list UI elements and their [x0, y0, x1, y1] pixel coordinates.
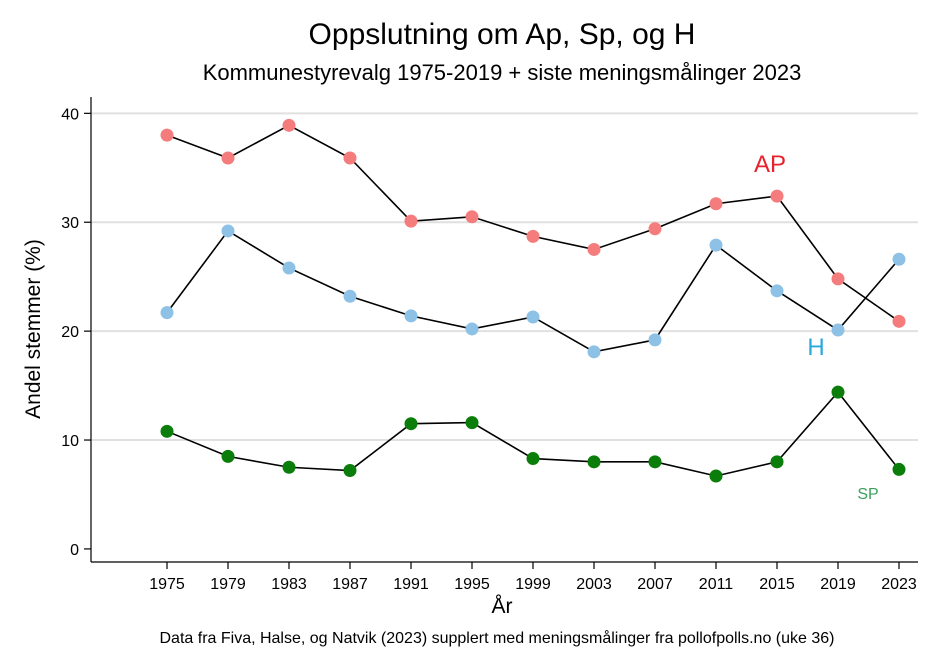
point-ap-1999	[526, 229, 540, 243]
point-sp-2007	[648, 455, 662, 469]
y-tick-label: 30	[61, 215, 79, 232]
series-line-h	[166, 229, 900, 353]
point-ap-1987	[343, 151, 357, 165]
point-ap-1983	[282, 118, 296, 132]
series-label-ap: AP	[754, 151, 786, 178]
point-sp-2011	[709, 469, 723, 483]
point-h-1983	[282, 261, 296, 275]
point-h-1975	[160, 306, 174, 320]
point-sp-2019	[831, 385, 845, 399]
point-sp-1975	[160, 424, 174, 438]
x-tick-label: 2019	[820, 576, 856, 593]
x-tick-label: 1991	[393, 576, 429, 593]
series-ap	[160, 118, 906, 328]
point-h-2003	[587, 345, 601, 359]
x-axis-title: År	[492, 595, 513, 618]
point-h-1987	[343, 289, 357, 303]
point-sp-2023	[892, 462, 906, 476]
point-sp-1999	[526, 452, 540, 466]
point-ap-2007	[648, 222, 662, 236]
x-tick-label: 1979	[210, 576, 246, 593]
point-h-2019	[831, 323, 845, 337]
x-tick-label: 1987	[332, 576, 368, 593]
point-h-2023	[892, 252, 906, 266]
point-h-2011	[709, 238, 723, 252]
y-tick-label: 20	[61, 324, 79, 341]
point-sp-2015	[770, 455, 784, 469]
point-h-1979	[221, 224, 235, 238]
series-line-ap	[166, 124, 900, 322]
point-ap-1975	[160, 128, 174, 142]
point-ap-1979	[221, 151, 235, 165]
point-ap-2023	[892, 314, 906, 328]
point-ap-2019	[831, 272, 845, 286]
x-tick-label: 2023	[881, 576, 917, 593]
y-axis-title: Andel stemmer (%)	[22, 239, 45, 419]
point-sp-2003	[587, 455, 601, 469]
source-note: Data fra Fiva, Halse, og Natvik (2023) s…	[160, 629, 835, 647]
point-ap-1995	[465, 210, 479, 224]
x-tick-label: 2003	[576, 576, 612, 593]
series-label-h: H	[807, 334, 824, 361]
series-h	[160, 224, 906, 359]
series-labels: AP H SP	[754, 151, 879, 503]
x-tick-label: 1999	[515, 576, 551, 593]
point-ap-1991	[404, 214, 418, 228]
series-sp	[160, 385, 906, 483]
x-tick-label: 1983	[271, 576, 307, 593]
x-tick-label: 2007	[637, 576, 673, 593]
point-sp-1991	[404, 417, 418, 431]
point-sp-1995	[465, 416, 479, 430]
series-label-sp: SP	[857, 486, 878, 503]
axes: 0 10 20 30 40 1975 1979 1983 1987 1991 1995 1999 200…	[61, 97, 918, 593]
x-tick-label: 1995	[454, 576, 490, 593]
point-sp-1979	[221, 449, 235, 463]
x-tick-label: 2015	[759, 576, 795, 593]
point-h-2015	[770, 284, 784, 298]
y-tick-label: 0	[70, 542, 79, 559]
point-sp-1987	[343, 464, 357, 478]
x-tick-label: 2011	[699, 576, 734, 593]
point-sp-1983	[282, 460, 296, 474]
series-layer	[160, 118, 906, 483]
point-ap-2011	[709, 197, 723, 211]
chart-subtitle: Kommunestyrevalg 1975-2019 + siste menin…	[203, 60, 802, 85]
point-h-1999	[526, 310, 540, 324]
x-tick-label: 1975	[149, 576, 185, 593]
gridlines	[91, 112, 918, 442]
point-ap-2015	[770, 189, 784, 203]
y-tick-label: 40	[61, 106, 79, 123]
y-tick-label: 10	[61, 433, 79, 450]
chart-title: Oppslutning om Ap, Sp, og H	[309, 18, 696, 51]
point-h-2007	[648, 333, 662, 347]
point-h-1991	[404, 309, 418, 323]
point-ap-2003	[587, 242, 601, 256]
point-h-1995	[465, 322, 479, 336]
